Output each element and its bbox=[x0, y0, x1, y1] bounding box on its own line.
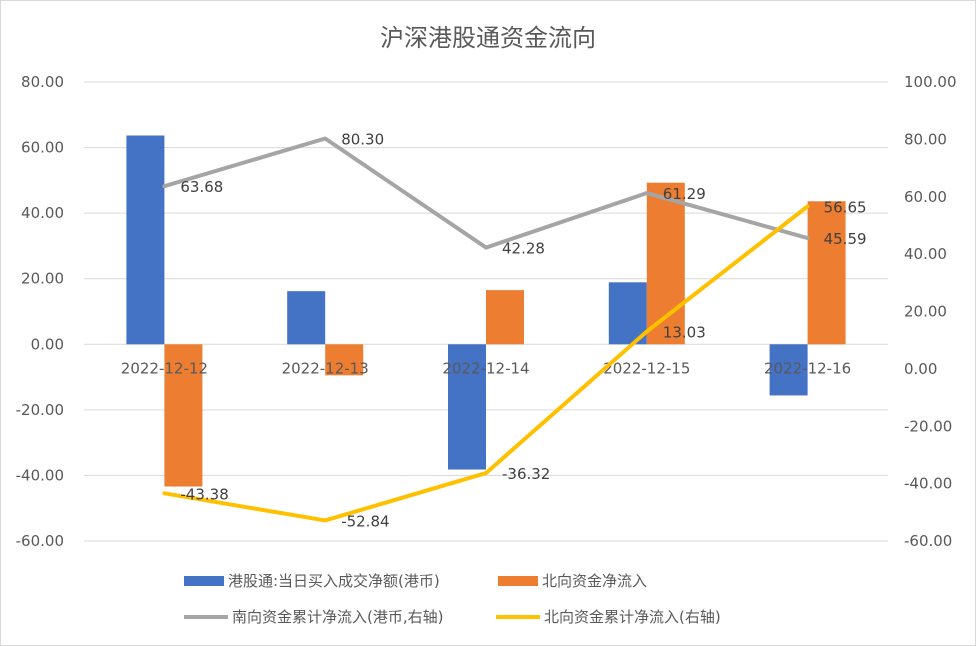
x-axis-category-label: 2022-12-14 bbox=[442, 359, 529, 377]
x-axis-category-label: 2022-12-15 bbox=[603, 359, 690, 377]
line-south-cumulative bbox=[162, 136, 810, 250]
x-axis-category-label: 2022-12-12 bbox=[121, 359, 208, 377]
x-axis-category-label: 2022-12-13 bbox=[282, 359, 369, 377]
chart-title: 沪深港股通资金流向 bbox=[380, 24, 596, 52]
left-axis-tick-label: -60.00 bbox=[16, 532, 64, 550]
legend-item-north-net-inflow: 北向资金净流入 bbox=[498, 570, 647, 591]
bar-hk-net-buy bbox=[769, 344, 808, 396]
bar-hk-net-buy bbox=[608, 282, 647, 345]
left-axis-tick-label: 20.00 bbox=[21, 270, 64, 288]
x-axis-category-label: 2022-12-16 bbox=[764, 359, 851, 377]
data-label-north-cumulative: -52.84 bbox=[341, 512, 389, 530]
right-axis-tick-label: 100.00 bbox=[904, 73, 957, 91]
data-label-south-cumulative: 45.59 bbox=[824, 230, 867, 248]
data-label-north-cumulative: 13.03 bbox=[663, 323, 706, 341]
right-axis-tick-label: -60.00 bbox=[904, 532, 952, 550]
legend-label-north-cumulative: 北向资金累计净流入(右轴) bbox=[544, 608, 721, 626]
data-label-north-cumulative: 56.65 bbox=[824, 198, 867, 216]
left-axis-tick-label: 60.00 bbox=[21, 139, 64, 157]
bar-north-net-inflow bbox=[807, 201, 846, 345]
bar-hk-net-buy bbox=[126, 135, 165, 345]
right-axis-tick-label: -20.00 bbox=[904, 417, 952, 435]
right-axis-tick-label: 60.00 bbox=[904, 188, 947, 206]
left-axis-tick-label: 0.00 bbox=[31, 335, 64, 353]
bar-north-net-inflow bbox=[646, 182, 685, 345]
legend-swatch-gray bbox=[184, 614, 228, 619]
legend-item-south-cumulative: 南向资金累计净流入(港币,右轴) bbox=[184, 606, 443, 627]
left-axis-tick-label: -40.00 bbox=[16, 466, 64, 484]
right-axis-tick-label: 0.00 bbox=[904, 360, 937, 378]
legend-swatch-orange bbox=[498, 575, 538, 586]
data-label-south-cumulative: 80.30 bbox=[341, 131, 384, 149]
bar-north-net-inflow bbox=[486, 290, 524, 345]
left-axis-tick-label: 40.00 bbox=[21, 204, 64, 222]
right-axis-tick-label: 40.00 bbox=[904, 245, 947, 263]
right-axis-tick-label: 20.00 bbox=[904, 303, 947, 321]
left-axis-tick-label: -20.00 bbox=[16, 401, 64, 419]
bar-hk-net-buy bbox=[448, 344, 486, 470]
right-axis-tick-label: 80.00 bbox=[904, 130, 947, 148]
data-label-south-cumulative: 61.29 bbox=[663, 185, 706, 203]
legend-item-hk-net-buy: 港股通:当日买入成交净额(港币) bbox=[184, 570, 440, 591]
legend-item-north-cumulative: 北向资金累计净流入(右轴) bbox=[496, 606, 721, 627]
legend-label-south-cumulative: 南向资金累计净流入(港币,右轴) bbox=[232, 608, 444, 626]
legend-swatch-yellow bbox=[496, 614, 540, 619]
data-label-north-cumulative: -36.32 bbox=[502, 465, 550, 483]
legend-label-north-net-inflow: 北向资金净流入 bbox=[542, 572, 648, 590]
line-north-cumulative bbox=[162, 204, 810, 523]
bar-hk-net-buy bbox=[287, 291, 326, 345]
data-label-north-cumulative: -43.38 bbox=[180, 485, 228, 503]
right-axis-tick-label: -40.00 bbox=[904, 475, 952, 493]
data-label-south-cumulative: 42.28 bbox=[502, 240, 545, 258]
bar-north-net-inflow bbox=[164, 344, 203, 487]
legend-label-hk-net-buy: 港股通:当日买入成交净额(港币) bbox=[228, 572, 440, 590]
bar-north-net-inflow bbox=[325, 344, 364, 376]
legend-swatch-blue bbox=[184, 575, 224, 586]
left-axis-tick-label: 80.00 bbox=[21, 73, 64, 91]
data-label-south-cumulative: 63.68 bbox=[180, 178, 223, 196]
